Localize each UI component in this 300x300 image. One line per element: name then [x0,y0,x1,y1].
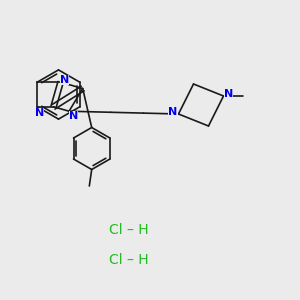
Text: N: N [224,88,233,99]
Text: N: N [169,106,178,117]
Text: Cl – H: Cl – H [109,223,149,236]
Text: N: N [60,75,69,85]
Text: N: N [35,108,44,118]
Text: Cl – H: Cl – H [109,253,149,266]
Text: N: N [69,111,78,121]
